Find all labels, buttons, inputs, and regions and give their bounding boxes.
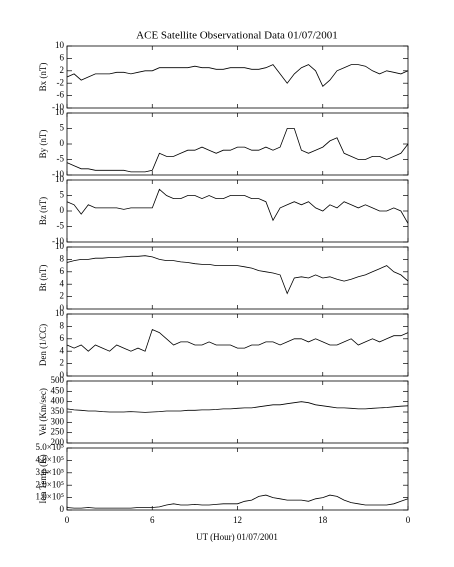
y-tick-label: 8 bbox=[60, 320, 65, 330]
x-tick-label: 6 bbox=[150, 515, 155, 525]
y-tick-label: 2 bbox=[60, 358, 65, 368]
y-axis-label: Ion Temp (K) bbox=[38, 454, 48, 503]
y-tick-label: 10 bbox=[55, 308, 65, 318]
x-tick-label: 0 bbox=[406, 515, 411, 525]
y-tick-label: -5 bbox=[57, 221, 65, 231]
y-tick-label: 10 bbox=[55, 241, 65, 251]
y-tick-label: 0 bbox=[60, 303, 65, 313]
y-tick-label: 2 bbox=[60, 291, 65, 301]
y-tick-label: 450 bbox=[51, 385, 65, 395]
y-tick-label: -5 bbox=[57, 154, 65, 164]
y-tick-label: -10 bbox=[52, 169, 64, 179]
y-tick-label: 2 bbox=[60, 65, 65, 75]
y-tick-label: 300 bbox=[51, 416, 65, 426]
y-tick-label: 4 bbox=[60, 345, 65, 355]
y-tick-label: 3.0×10⁵ bbox=[36, 467, 64, 477]
y-axis-label: Bx (nT) bbox=[38, 63, 48, 92]
y-tick-label: 4.0×10⁵ bbox=[36, 454, 64, 464]
y-tick-label: 6 bbox=[60, 266, 65, 276]
data-line bbox=[66, 401, 409, 413]
data-line bbox=[66, 328, 409, 352]
y-tick-label: 10 bbox=[55, 174, 65, 184]
data-line bbox=[66, 64, 409, 87]
y-tick-label: 0 bbox=[60, 370, 65, 380]
y-tick-label: 2.0×10⁵ bbox=[36, 479, 64, 489]
y-tick-label: 500 bbox=[51, 375, 65, 385]
y-tick-label: 250 bbox=[51, 427, 65, 437]
y-tick-label: -6 bbox=[57, 90, 65, 100]
y-tick-label: 5 bbox=[60, 190, 65, 200]
y-tick-label: 350 bbox=[51, 406, 65, 416]
data-line bbox=[66, 128, 409, 173]
y-tick-label: 10 bbox=[55, 107, 65, 117]
y-tick-label: 200 bbox=[51, 437, 65, 447]
y-tick-label: 1.0×10⁵ bbox=[36, 492, 64, 502]
data-line bbox=[66, 255, 409, 295]
y-tick-label: 0 bbox=[60, 205, 65, 215]
y-tick-label: 5.0×10⁵ bbox=[36, 442, 64, 452]
x-tick-label: 18 bbox=[318, 515, 328, 525]
x-tick-label: 0 bbox=[65, 515, 70, 525]
y-tick-label: 6 bbox=[60, 52, 65, 62]
y-tick-label: 0 bbox=[60, 138, 65, 148]
y-tick-label: -10 bbox=[52, 236, 64, 246]
y-tick-label: 400 bbox=[51, 396, 65, 406]
y-tick-label: -10 bbox=[52, 102, 64, 112]
y-tick-label: 8 bbox=[60, 253, 65, 263]
y-tick-label: 0 bbox=[60, 504, 65, 514]
y-tick-label: 5 bbox=[60, 123, 65, 133]
y-axis-label: Bz (nT) bbox=[38, 197, 48, 225]
y-tick-label: 10 bbox=[55, 40, 65, 50]
y-tick-label: 4 bbox=[60, 278, 65, 288]
y-axis-label: Vel (Km/sec) bbox=[38, 388, 48, 436]
x-tick-label: 12 bbox=[233, 515, 242, 525]
y-axis-label: By (nT) bbox=[38, 130, 48, 159]
x-axis-label: UT (Hour) 01/07/2001 bbox=[196, 532, 278, 542]
y-tick-label: 6 bbox=[60, 333, 65, 343]
chart-title: ACE Satellite Observational Data 01/07/2… bbox=[136, 30, 338, 42]
y-tick-label: -2 bbox=[57, 77, 65, 87]
data-line bbox=[66, 188, 409, 224]
y-axis-label: Den (1/CC) bbox=[38, 324, 48, 366]
y-axis-label: Bt (nT) bbox=[38, 265, 48, 292]
data-line bbox=[66, 494, 409, 509]
